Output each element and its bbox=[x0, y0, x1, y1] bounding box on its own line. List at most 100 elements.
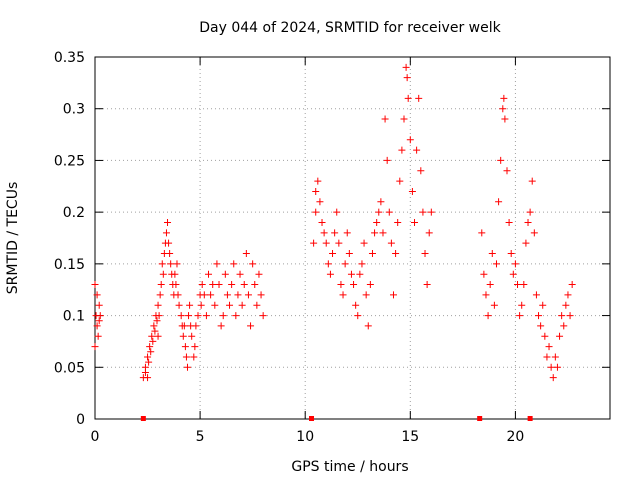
grid bbox=[95, 57, 610, 419]
data-point bbox=[499, 105, 507, 113]
data-point bbox=[524, 218, 532, 226]
data-point bbox=[188, 332, 196, 340]
data-point bbox=[191, 343, 199, 351]
data-point bbox=[549, 374, 557, 382]
data-point bbox=[383, 156, 391, 164]
data-point bbox=[356, 270, 364, 278]
data-point bbox=[182, 353, 190, 361]
data-point bbox=[553, 363, 561, 371]
data-point bbox=[217, 322, 225, 330]
data-point bbox=[335, 239, 343, 247]
data-point bbox=[247, 322, 255, 330]
data-point bbox=[343, 229, 351, 237]
data-point bbox=[207, 291, 215, 299]
data-point bbox=[232, 312, 240, 320]
data-point bbox=[478, 229, 486, 237]
data-point bbox=[91, 343, 99, 351]
data-point bbox=[417, 167, 425, 175]
data-point bbox=[500, 94, 508, 102]
data-point bbox=[316, 198, 324, 206]
data-point bbox=[360, 239, 368, 247]
data-point bbox=[556, 332, 564, 340]
y-tick-label: 0.35 bbox=[54, 50, 85, 66]
data-point bbox=[171, 270, 179, 278]
y-tick-label: 0.3 bbox=[63, 102, 85, 118]
data-point bbox=[507, 250, 515, 258]
data-point bbox=[194, 312, 202, 320]
data-point bbox=[154, 332, 162, 340]
data-point bbox=[526, 208, 534, 216]
gap-marker bbox=[477, 416, 483, 421]
data-point bbox=[95, 301, 103, 309]
data-point bbox=[312, 187, 320, 195]
data-point bbox=[532, 291, 540, 299]
data-point bbox=[373, 218, 381, 226]
axes: 0 0.05 0.1 0.15 0.2 0.25 0.3 0.35 0 5 10 15 20 bbox=[54, 50, 611, 445]
data-point bbox=[151, 327, 159, 335]
data-point bbox=[174, 291, 182, 299]
data-point bbox=[482, 291, 490, 299]
data-point bbox=[345, 250, 353, 258]
data-point bbox=[364, 322, 372, 330]
data-point bbox=[480, 270, 488, 278]
data-point bbox=[404, 94, 412, 102]
data-point bbox=[141, 368, 149, 376]
data-point bbox=[249, 260, 257, 268]
data-point bbox=[190, 353, 198, 361]
data-point bbox=[522, 239, 530, 247]
data-point bbox=[545, 343, 553, 351]
gap-markers bbox=[140, 416, 533, 421]
data-point bbox=[183, 363, 191, 371]
data-point bbox=[566, 312, 574, 320]
data-point bbox=[352, 301, 360, 309]
data-point bbox=[547, 363, 555, 371]
data-point bbox=[149, 337, 157, 345]
data-point bbox=[568, 281, 576, 289]
data-point bbox=[221, 270, 229, 278]
data-point bbox=[326, 270, 334, 278]
data-point bbox=[558, 312, 566, 320]
data-point bbox=[350, 281, 358, 289]
data-point bbox=[177, 312, 185, 320]
data-point bbox=[408, 187, 416, 195]
data-point bbox=[406, 136, 414, 144]
data-point bbox=[200, 291, 208, 299]
data-point bbox=[157, 281, 165, 289]
data-point bbox=[162, 229, 170, 237]
x-tick-label: 10 bbox=[296, 429, 314, 445]
data-point bbox=[145, 358, 153, 366]
data-point bbox=[155, 312, 163, 320]
data-point bbox=[537, 322, 545, 330]
data-point bbox=[202, 312, 210, 320]
data-point bbox=[501, 115, 509, 123]
data-point bbox=[91, 281, 99, 289]
data-point bbox=[226, 301, 234, 309]
data-point bbox=[415, 94, 423, 102]
data-point bbox=[228, 281, 236, 289]
data-point bbox=[159, 270, 167, 278]
data-point bbox=[257, 291, 265, 299]
data-point bbox=[490, 301, 498, 309]
data-point bbox=[251, 281, 259, 289]
data-point bbox=[242, 250, 250, 258]
data-point bbox=[192, 322, 200, 330]
data-point bbox=[419, 208, 427, 216]
data-point bbox=[144, 353, 152, 361]
data-point bbox=[560, 322, 568, 330]
y-tick-label: 0 bbox=[76, 412, 85, 428]
y-tick-label: 0.15 bbox=[54, 257, 85, 273]
data-point bbox=[543, 353, 551, 361]
data-point bbox=[379, 229, 387, 237]
chart-title: Day 044 of 2024, SRMTID for receiver wel… bbox=[199, 20, 501, 36]
gap-marker bbox=[309, 416, 315, 421]
x-tick-label: 5 bbox=[196, 429, 205, 445]
data-point bbox=[535, 312, 543, 320]
data-point bbox=[509, 270, 517, 278]
data-point bbox=[492, 260, 500, 268]
data-point bbox=[148, 332, 156, 340]
data-point bbox=[215, 281, 223, 289]
data-point bbox=[381, 115, 389, 123]
y-tick-label: 0.25 bbox=[54, 153, 85, 169]
data-point bbox=[394, 218, 402, 226]
